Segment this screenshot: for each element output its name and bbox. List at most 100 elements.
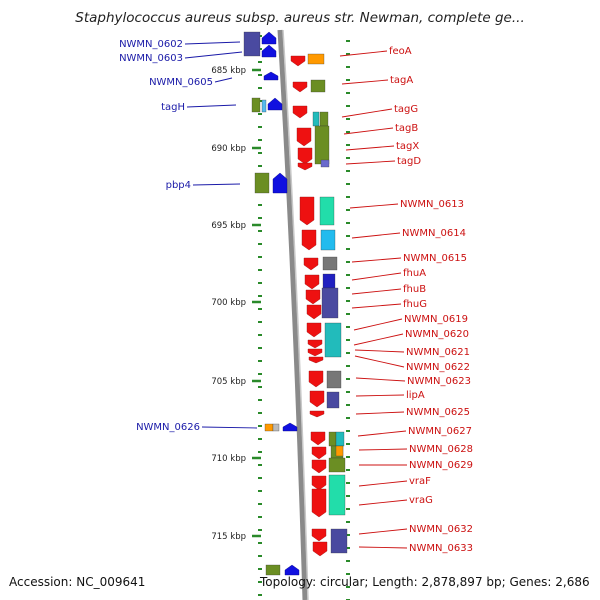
ruler-label: 685 kbp (211, 66, 246, 76)
forward-gene-arrow[interactable] (307, 348, 323, 357)
gene-label-pbp4[interactable]: pbp4 (166, 180, 191, 191)
label-leader-line (343, 127, 394, 135)
reverse-gene-arrow[interactable] (267, 97, 283, 111)
label-leader-line (351, 257, 402, 263)
label-leader-line (184, 41, 241, 45)
forward-gene-arrow[interactable] (290, 55, 306, 67)
gene-label-nwmn_0627[interactable]: NWMN_0627 (408, 426, 472, 437)
gene-label-fhua[interactable]: fhuA (403, 268, 426, 279)
gene-label-nwmn_0629[interactable]: NWMN_0629 (409, 460, 473, 471)
forward-gene-arrow[interactable] (312, 541, 328, 557)
map-title: Staphylococcus aureus subsp. aureus str.… (75, 10, 525, 26)
feature-block (314, 125, 330, 165)
gene-label-tagg[interactable]: tagG (394, 104, 418, 115)
gene-label-lipa[interactable]: lipA (406, 390, 425, 401)
label-leader-line (358, 499, 408, 506)
forward-gene-arrow[interactable] (299, 196, 315, 226)
reverse-gene-arrow[interactable] (284, 564, 300, 576)
feature-block (335, 431, 345, 447)
label-leader-line (214, 77, 233, 83)
forward-gene-arrow[interactable] (309, 390, 325, 408)
gene-label-nwmn_0615[interactable]: NWMN_0615 (403, 253, 467, 264)
gene-label-nwmn_0619[interactable]: NWMN_0619 (404, 314, 468, 325)
forward-gene-arrow[interactable] (297, 147, 313, 165)
gene-label-vrag[interactable]: vraG (409, 495, 433, 506)
forward-gene-arrow[interactable] (311, 475, 327, 491)
forward-gene-arrow[interactable] (292, 105, 308, 119)
label-leader-line (345, 160, 396, 165)
gene-label-tagx[interactable]: tagX (396, 141, 419, 152)
feature-block (322, 273, 336, 289)
forward-gene-arrow[interactable] (303, 257, 319, 271)
label-leader-line (351, 288, 402, 295)
gene-label-nwmn_0602[interactable]: NWMN_0602 (119, 39, 183, 50)
reverse-gene-arrow[interactable] (272, 172, 288, 194)
gene-label-nwmn_0605[interactable]: NWMN_0605 (149, 77, 213, 88)
label-leader-line (351, 272, 402, 281)
forward-gene-arrow[interactable] (304, 274, 320, 290)
topology-label: Topology: circular; Length: 2,878,897 bp… (260, 575, 590, 589)
forward-gene-arrow[interactable] (309, 410, 325, 418)
forward-gene-arrow[interactable] (308, 356, 324, 364)
forward-gene-arrow[interactable] (306, 322, 322, 338)
reverse-gene-arrow[interactable] (263, 71, 279, 81)
gene-label-nwmn_0603[interactable]: NWMN_0603 (119, 53, 183, 64)
gene-label-tagh[interactable]: tagH (161, 102, 185, 113)
label-leader-line (354, 355, 405, 368)
label-leader-line (358, 546, 408, 549)
label-leader-line (357, 430, 407, 437)
gene-label-taga[interactable]: tagA (390, 75, 413, 86)
gene-label-nwmn_0626[interactable]: NWMN_0626 (136, 422, 200, 433)
forward-gene-arrow[interactable] (307, 339, 323, 349)
gene-label-tagd[interactable]: tagD (397, 156, 421, 167)
forward-gene-arrow[interactable] (311, 488, 327, 518)
gene-label-nwmn_0628[interactable]: NWMN_0628 (409, 444, 473, 455)
label-leader-line (349, 203, 399, 209)
feature-block (312, 111, 320, 127)
gene-label-vraf[interactable]: vraF (409, 476, 431, 487)
feature-block (319, 196, 335, 226)
label-leader-line (192, 183, 241, 186)
forward-gene-arrow[interactable] (311, 446, 327, 460)
gene-label-nwmn_0623[interactable]: NWMN_0623 (407, 376, 471, 387)
reverse-gene-arrow[interactable] (282, 422, 298, 432)
reverse-gene-arrow[interactable] (261, 31, 277, 45)
gene-label-fhug[interactable]: fhuG (403, 299, 427, 310)
gene-label-nwmn_0632[interactable]: NWMN_0632 (409, 524, 473, 535)
forward-gene-arrow[interactable] (311, 528, 327, 542)
feature-block (328, 431, 337, 447)
gene-label-fhub[interactable]: fhuB (403, 284, 426, 295)
feature-block (319, 111, 329, 127)
gene-label-nwmn_0621[interactable]: NWMN_0621 (406, 347, 470, 358)
gene-label-nwmn_0614[interactable]: NWMN_0614 (402, 228, 466, 239)
forward-gene-arrow[interactable] (292, 81, 308, 93)
label-leader-line (351, 303, 402, 309)
forward-gene-arrow[interactable] (311, 459, 327, 474)
forward-gene-arrow[interactable] (310, 431, 326, 446)
label-leader-line (353, 318, 403, 331)
forward-gene-arrow[interactable] (296, 127, 312, 147)
forward-gene-arrow[interactable] (301, 229, 317, 251)
reverse-gene-arrow[interactable] (261, 44, 277, 58)
gene-label-feoa[interactable]: feoA (389, 46, 412, 57)
ruler-label: 705 kbp (211, 377, 246, 387)
forward-gene-arrow[interactable] (297, 162, 313, 171)
feature-block (321, 287, 339, 319)
forward-gene-arrow[interactable] (305, 289, 321, 305)
gene-label-nwmn_0625[interactable]: NWMN_0625 (406, 407, 470, 418)
ruler-label: 690 kbp (211, 144, 246, 154)
feature-block (243, 31, 261, 57)
feature-block (264, 423, 274, 432)
gene-label-nwmn_0613[interactable]: NWMN_0613 (400, 199, 464, 210)
gene-label-nwmn_0620[interactable]: NWMN_0620 (405, 329, 469, 340)
forward-gene-arrow[interactable] (306, 304, 322, 320)
gene-label-nwmn_0622[interactable]: NWMN_0622 (406, 362, 470, 373)
label-leader-line (358, 448, 408, 451)
feature-block (265, 564, 281, 576)
forward-gene-arrow[interactable] (308, 370, 324, 388)
feature-block (272, 423, 280, 432)
gene-label-tagb[interactable]: tagB (395, 123, 418, 134)
gene-label-nwmn_0633[interactable]: NWMN_0633 (409, 543, 473, 554)
label-leader-line (355, 394, 405, 397)
